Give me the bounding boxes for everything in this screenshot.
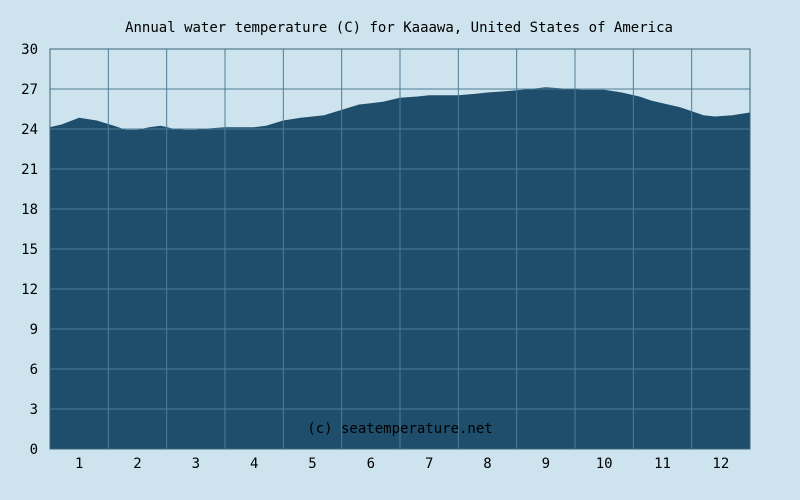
y-tick-label-0: 0 [30, 442, 38, 458]
x-tick-label-6: 6 [367, 456, 375, 472]
x-tick-label-2: 2 [133, 456, 141, 472]
y-tick-label-3: 9 [30, 322, 38, 338]
x-tick-label-11: 11 [654, 456, 671, 472]
y-tick-label-9: 27 [21, 82, 38, 98]
x-tick-label-9: 9 [542, 456, 550, 472]
chart-title: Annual water temperature (C) for Kaaawa,… [125, 20, 673, 36]
plot-frame [49, 48, 751, 450]
y-tick-label-5: 15 [21, 242, 38, 258]
x-tick-label-10: 10 [596, 456, 613, 472]
y-tick-label-8: 24 [21, 122, 38, 138]
y-tick-label-7: 21 [21, 162, 38, 178]
x-axis-ticks: 1 2 3 4 5 6 7 8 9 10 11 12 [75, 456, 729, 472]
x-tick-label-8: 8 [483, 456, 491, 472]
y-tick-label-6: 18 [21, 202, 38, 218]
y-axis-ticks: 0 3 6 9 12 15 18 21 24 27 30 [21, 42, 38, 458]
y-tick-label-2: 6 [30, 362, 38, 378]
x-tick-label-7: 7 [425, 456, 433, 472]
watermark-text: (c) seatemperature.net [307, 421, 492, 437]
y-tick-label-4: 12 [21, 282, 38, 298]
x-tick-label-4: 4 [250, 456, 258, 472]
y-tick-label-10: 30 [21, 42, 38, 58]
x-tick-label-12: 12 [712, 456, 729, 472]
x-tick-label-3: 3 [192, 456, 200, 472]
x-tick-label-5: 5 [308, 456, 316, 472]
y-tick-label-1: 3 [30, 402, 38, 418]
x-tick-label-1: 1 [75, 456, 83, 472]
